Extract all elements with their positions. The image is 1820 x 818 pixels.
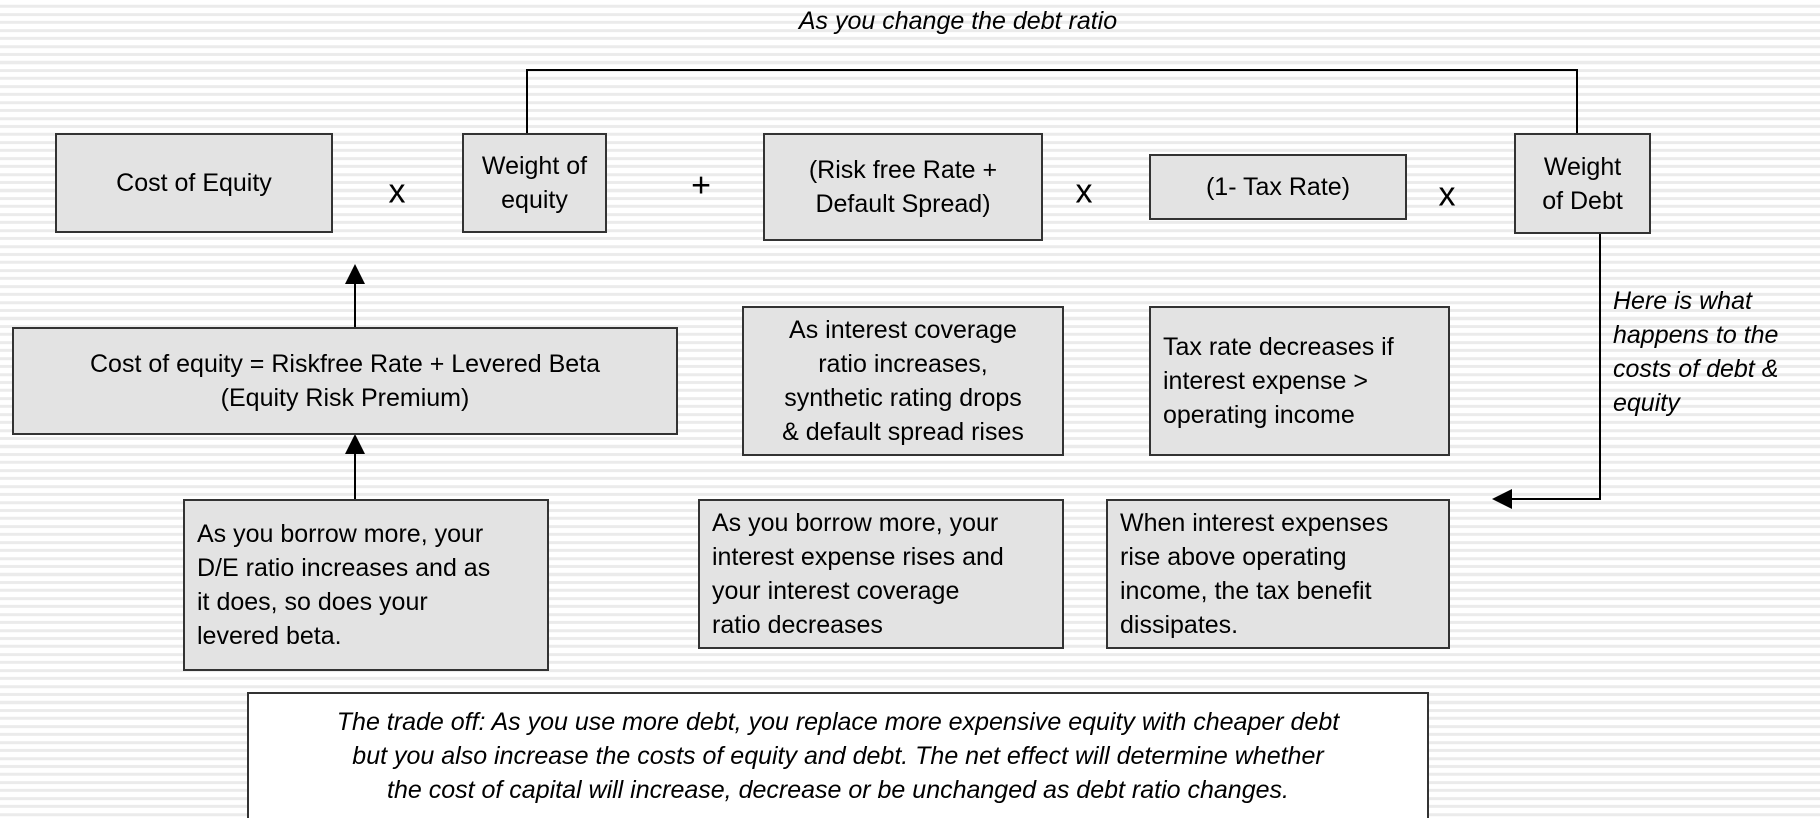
text-line: levered beta.: [197, 622, 342, 650]
operator: x: [388, 172, 406, 211]
text-line: Weight: [1543, 152, 1622, 181]
title: As you change the debt ratio: [0, 4, 1820, 38]
text-line: (Risk free Rate +: [808, 156, 998, 184]
operator: +: [691, 166, 711, 205]
text-line: ratio increases,: [818, 350, 988, 378]
text-line: of Debt: [1542, 186, 1623, 215]
trade-off-box: The trade off: As you use more debt, you…: [247, 692, 1429, 818]
formula-box: Cost of equity = Riskfree Rate + Levered…: [12, 327, 678, 435]
text-line: As you change the debt ratio: [798, 7, 1118, 35]
text-line: costs of debt &: [1613, 355, 1779, 383]
tax-box: (1- Tax Rate): [1149, 154, 1407, 220]
text-line: Cost of equity = Riskfree Rate + Levered…: [90, 350, 600, 378]
text-line: Tax rate decreases if: [1163, 333, 1394, 361]
text-line: your interest coverage: [712, 577, 960, 605]
text-line: Cost of Equity: [116, 169, 272, 197]
debt-ratio-bracket: [526, 69, 1578, 133]
text-line: equity: [1613, 389, 1680, 417]
text-line: D/E ratio increases and as: [197, 554, 491, 582]
text-line: The trade off: As you use more debt, you…: [336, 708, 1340, 736]
note-box: Tax rate decreases if interest expense > o…: [1149, 306, 1450, 456]
text-line: income, the tax benefit: [1120, 577, 1372, 605]
text-line: interest expense >: [1163, 367, 1368, 395]
text-line: equity: [501, 186, 568, 214]
text-line: but you also increase the costs of equit…: [352, 742, 1324, 770]
cost-of-debt-box: (Risk free Rate + Default Spread): [763, 133, 1043, 241]
text-line: ratio decreases: [712, 611, 883, 639]
text-line: the cost of capital will increase, decre…: [387, 776, 1289, 804]
text-line: rise above operating: [1120, 543, 1347, 571]
weight-of-debt-box: Weight of Debt: [1514, 133, 1651, 234]
text-line: operating income: [1163, 401, 1355, 429]
text-line: Default Spread): [815, 190, 991, 218]
text-line: Weight of: [481, 152, 588, 180]
text-line: (1- Tax Rate): [1205, 173, 1351, 201]
arrow: [1492, 234, 1601, 509]
note-box: As you borrow more, your D/E ratio increa…: [183, 499, 549, 671]
text-line: & default spread rises: [782, 418, 1024, 446]
note-box: When interest expenses rise above operati…: [1106, 499, 1450, 649]
text-line: synthetic rating drops: [784, 384, 1022, 412]
text-line: interest expense rises and: [712, 543, 1004, 571]
text-line: dissipates.: [1120, 611, 1239, 639]
operator: x: [1438, 175, 1456, 214]
text-line: As interest coverage: [789, 316, 1017, 344]
text-line: As you borrow more, your: [197, 520, 484, 548]
text-line: happens to the: [1613, 321, 1779, 349]
note-box: As you borrow more, your interest expense…: [698, 499, 1064, 649]
note-box: As interest coverage ratio increases, synt…: [742, 306, 1064, 456]
side-note: Here is what happens to the costs of debt …: [1613, 284, 1778, 420]
text-line: Here is what: [1613, 287, 1752, 315]
text-line: As you borrow more, your: [712, 509, 999, 537]
operator: x: [1075, 172, 1093, 211]
text-line: (Equity Risk Premium): [220, 384, 470, 412]
text-line: When interest expenses: [1120, 509, 1389, 537]
cost-of-equity-box: Cost of Equity: [55, 133, 333, 233]
weight-of-equity-box: Weight of equity: [462, 133, 607, 233]
text-line: it does, so does your: [197, 588, 428, 616]
